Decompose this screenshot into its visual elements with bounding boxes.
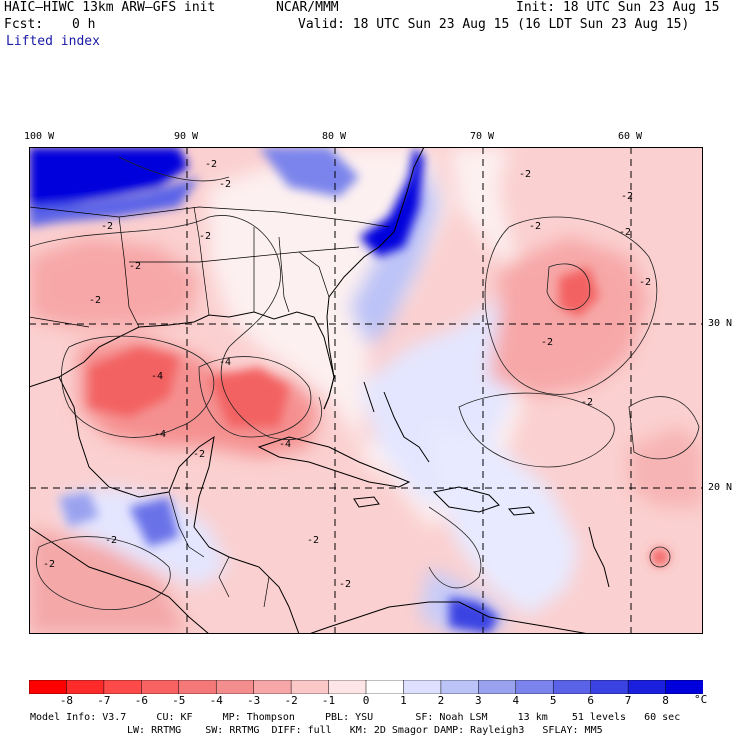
colorbar-tick-label: 1 [400, 694, 407, 707]
colorbar-tick-label: 4 [512, 694, 520, 707]
colorbar-tick-label: 7 [624, 694, 632, 707]
colorbar-tick-label: -4 [209, 694, 223, 707]
model-info-line2: LW: RRTMG SW: RRTMG DIFF: full KM: 2D Sm… [127, 725, 603, 736]
contour-label: -2 [129, 261, 141, 272]
lon-label-70w: 70 W [470, 131, 495, 142]
colorbar-cell [552, 680, 592, 694]
colorbar-cell [515, 680, 554, 694]
colorbar-tick-label: -3 [247, 694, 261, 707]
contour-label: -2 [339, 579, 351, 590]
field-name: Lifted index [6, 34, 100, 49]
colorbar-cell [29, 680, 68, 694]
contour-label: -2 [581, 397, 593, 408]
contour-label: -2 [619, 227, 631, 238]
forecast-hour: 0 h [72, 17, 96, 32]
colorbar-tick-label: 5 [549, 694, 557, 707]
contour-label: -2 [541, 337, 553, 348]
contour-label: -2 [193, 449, 205, 460]
colorbar-cell [66, 680, 105, 694]
contour-label: -2 [43, 559, 55, 570]
colorbar-cell [627, 680, 667, 694]
lat-label-30n: 30 N [708, 318, 733, 329]
colorbar-cell [328, 680, 367, 694]
lon-label-80w: 80 W [322, 131, 347, 142]
contour-label: -2 [529, 221, 541, 232]
model-title: HAIC–HIWC 13km ARW–GFS init [4, 0, 216, 15]
colorbar-cell [103, 680, 143, 694]
lon-label-100w: 100 W [24, 131, 55, 142]
contour-label: -2 [621, 191, 633, 202]
lon-label-90w: 90 W [174, 131, 199, 142]
colorbar-tick-label: -2 [284, 694, 298, 707]
contour-label: -2 [219, 179, 231, 190]
colorbar-tick-label: -5 [172, 694, 186, 707]
contour-labels: -2 -2 -2 -2 -2 -2 -2 -2 -2 -2 -2 -2 -2 -… [43, 159, 651, 590]
model-info-line1: Model Info: V3.7 CU: KF MP: Thompson PBL… [30, 712, 681, 723]
colorbar-cell [665, 680, 703, 694]
lifted-index-map: -2 -2 -2 -2 -2 -2 -2 -2 -2 -2 -2 -2 -2 -… [29, 147, 703, 634]
colorbar-tick-label: -1 [321, 694, 336, 707]
contour-label: -4 [154, 429, 166, 440]
contour-label: -2 [89, 295, 101, 306]
colorbar-cell [141, 680, 180, 694]
colorbar [29, 680, 703, 694]
colorbar-tick-label: -6 [134, 694, 148, 707]
colorbar-unit: °C [694, 693, 708, 706]
lat-label-20n: 20 N [708, 482, 733, 493]
contour-label: -2 [307, 535, 319, 546]
colorbar-cell [590, 680, 629, 694]
colorbar-tick-label: 0 [362, 694, 370, 707]
colorbar-tick-label: 8 [662, 694, 669, 707]
contour-label: -4 [279, 439, 291, 450]
contour-label: -4 [219, 357, 231, 368]
contours [29, 156, 700, 610]
colorbar-tick-label: -8 [59, 694, 74, 707]
colorbar-cell [403, 680, 442, 694]
contour-label: -4 [151, 371, 163, 382]
colorbar-cell [178, 680, 217, 694]
contour-label: -2 [205, 159, 217, 170]
valid-time: Valid: 18 UTC Sun 23 Aug 15 (16 LDT Sun … [298, 17, 690, 32]
contour-label: -2 [101, 221, 113, 232]
field-core [29, 147, 669, 634]
contour-label: -2 [105, 535, 117, 546]
colorbar-cell [365, 680, 405, 694]
colorbar-cell [215, 680, 255, 694]
colorbar-cell [290, 680, 330, 694]
organization: NCAR/MMM [276, 0, 339, 15]
colorbar-tick-label: -7 [97, 694, 111, 707]
lat-lon-grid [29, 147, 703, 634]
contour-label: -2 [519, 169, 531, 180]
colorbar-cell [478, 680, 517, 694]
lon-label-60w: 60 W [618, 131, 643, 142]
colorbar-cell [253, 680, 292, 694]
colorbar-tick-label: 3 [475, 694, 482, 707]
contour-label: -2 [199, 231, 211, 242]
colorbar-tick-label: 2 [437, 694, 445, 707]
colorbar-cell [440, 680, 480, 694]
forecast-label: Fcst: [4, 17, 44, 32]
colorbar-tick-label: 6 [587, 694, 594, 707]
map-frame [29, 147, 703, 634]
contour-label: -2 [639, 277, 651, 288]
init-time: Init: 18 UTC Sun 23 Aug 15 [516, 0, 720, 15]
